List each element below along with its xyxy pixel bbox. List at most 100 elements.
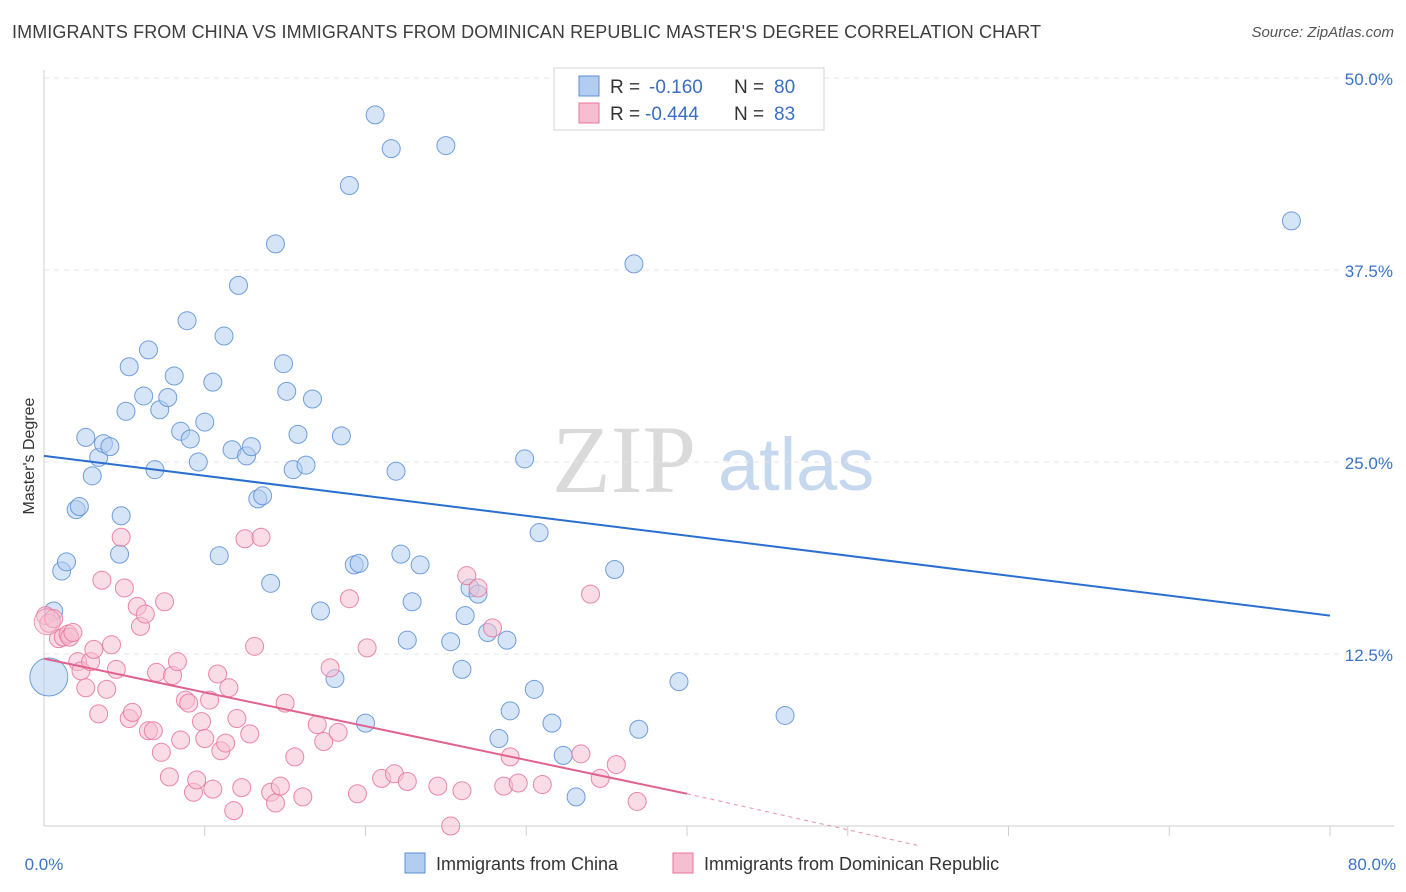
china-point-30 <box>229 275 249 295</box>
stats-china-n-value: 80 <box>774 77 795 98</box>
stats-box: R = -0.160 N = 80 R = -0.444 N = 83 <box>553 67 825 131</box>
china-point-65 <box>497 630 517 650</box>
china-point-52 <box>386 461 406 481</box>
y-tick-labels: 12.5% 25.0% 37.5% 50.0% <box>1345 70 1393 665</box>
dr-point-81 <box>590 768 610 788</box>
legend-label-dr: Immigrants from Dominican Republic <box>704 854 999 874</box>
china-point-25 <box>195 412 215 432</box>
dr-point-80 <box>581 584 601 604</box>
chart-title: IMMIGRANTS FROM CHINA VS IMMIGRANTS FROM… <box>12 22 1042 42</box>
china-point-46 <box>339 176 359 196</box>
trend-lines <box>43 454 1331 847</box>
dr-point-78 <box>532 775 552 795</box>
dr-point-39 <box>195 728 215 748</box>
dr-point-42 <box>208 664 228 684</box>
china-point-37 <box>274 354 294 374</box>
china-point-57 <box>436 136 456 156</box>
stats-dr-r-value: -0.444 <box>645 104 699 125</box>
china-point-55 <box>402 592 422 612</box>
y-axis-title: Master's Degree <box>21 397 38 514</box>
trend-line-dr-extension <box>686 793 921 847</box>
dr-point-60 <box>314 732 334 752</box>
china-point-49 <box>356 713 375 733</box>
dr-point-54 <box>265 793 285 813</box>
china-point-70 <box>542 713 562 733</box>
dr-point-44 <box>216 733 236 753</box>
china-point-72 <box>566 787 586 807</box>
legend-swatch-dr <box>672 852 694 874</box>
dr-point-15 <box>97 679 117 699</box>
china-point-20 <box>164 366 184 386</box>
dr-point-73 <box>468 578 488 598</box>
gridlines <box>44 77 1394 655</box>
china-point-66 <box>500 701 520 721</box>
dr-point-49 <box>235 529 255 549</box>
y-tick-label-3: 50.0% <box>1345 70 1393 89</box>
dr-point-70 <box>441 816 461 836</box>
dr-point-48 <box>232 778 252 798</box>
china-point-24 <box>188 452 208 472</box>
dr-point-32 <box>167 652 187 672</box>
china-point-35 <box>261 573 281 593</box>
china-point-77 <box>775 705 795 725</box>
dr-point-30 <box>159 767 179 787</box>
series-china-points <box>29 105 1301 807</box>
china-point-42 <box>302 389 322 409</box>
china-point-76 <box>669 672 689 692</box>
legend-label-china: Immigrants from China <box>436 854 619 874</box>
dr-point-72 <box>457 566 477 586</box>
china-point-58 <box>441 632 461 652</box>
dr-point-55 <box>270 776 290 796</box>
dr-point-51 <box>245 636 265 656</box>
china-point-54 <box>397 630 417 650</box>
china-point-74 <box>624 254 644 274</box>
china-point-75 <box>629 719 649 739</box>
china-point-51 <box>381 139 401 159</box>
dr-point-21 <box>122 702 142 722</box>
dr-point-58 <box>293 787 313 807</box>
x-ticks <box>204 826 1331 836</box>
china-point-69 <box>524 679 544 699</box>
dr-point-28 <box>151 742 171 762</box>
dr-point-46 <box>224 801 244 821</box>
dr-point-12 <box>84 639 104 659</box>
dr-point-large <box>33 608 61 636</box>
dr-point-29 <box>155 592 175 612</box>
dr-point-79 <box>571 744 591 764</box>
dr-point-82 <box>606 755 626 775</box>
china-point-6 <box>82 466 102 486</box>
source-label: Source: ZipAtlas.com <box>1251 24 1394 41</box>
stats-china-n-label: N = <box>734 77 764 98</box>
china-point-22 <box>177 311 197 331</box>
china-point-40 <box>288 424 308 444</box>
dr-point-16 <box>102 635 122 655</box>
dr-point-68 <box>397 771 417 791</box>
dr-point-33 <box>171 730 191 750</box>
dr-point-71 <box>452 781 472 801</box>
dr-point-83 <box>627 791 647 811</box>
dr-point-50 <box>240 724 260 744</box>
y-tick-label-0: 12.5% <box>1345 646 1393 665</box>
china-point-78 <box>1281 211 1301 231</box>
dr-point-26 <box>143 721 163 741</box>
y-tick-label-1: 25.0% <box>1345 454 1393 473</box>
stats-swatch-china <box>578 75 600 97</box>
china-point-26 <box>203 372 223 392</box>
stats-dr-n-value: 83 <box>774 104 795 125</box>
stats-china-r-value: -0.160 <box>649 77 703 98</box>
dr-point-64 <box>347 784 367 804</box>
dr-point-18 <box>111 527 131 547</box>
x-tick-label-max: 80.0% <box>1348 855 1396 874</box>
china-point-14 <box>119 357 139 377</box>
china-point-27 <box>209 546 229 566</box>
china-point-23 <box>180 429 200 449</box>
china-point-13 <box>116 401 136 421</box>
china-point-48 <box>349 553 369 573</box>
dr-point-47 <box>227 709 247 729</box>
trend-line-china <box>43 454 1331 617</box>
china-point-41 <box>296 455 316 475</box>
legend: Immigrants from China Immigrants from Do… <box>404 852 999 874</box>
stats-china-r-label: R = <box>610 77 640 98</box>
china-point-7 <box>76 427 96 447</box>
dr-point-14 <box>92 570 112 590</box>
